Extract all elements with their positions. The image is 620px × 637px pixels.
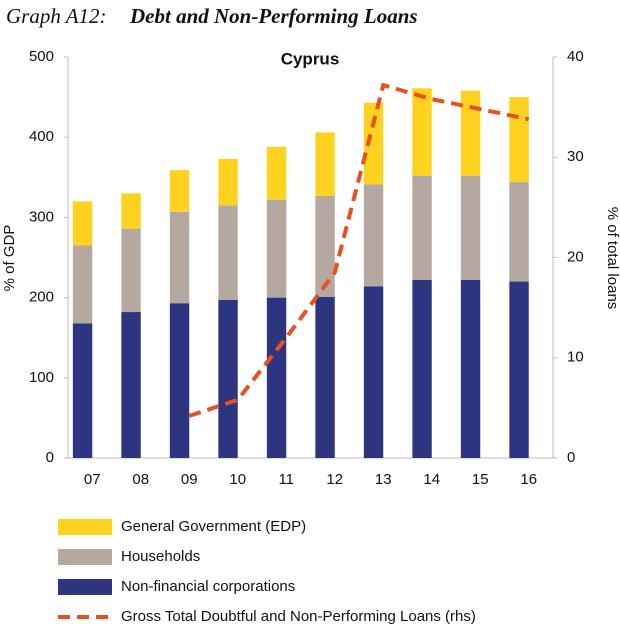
bar-segment (218, 205, 238, 301)
bar-segment (412, 279, 432, 458)
bar-segment (363, 102, 384, 185)
x-tick-label: 09 (181, 471, 198, 488)
chart-subtitle: Cyprus (281, 49, 340, 68)
x-tick-label: 13 (375, 471, 392, 488)
x-tick-label: 12 (326, 471, 343, 488)
bar-segment (315, 132, 335, 196)
x-tick-label: 15 (472, 471, 489, 488)
bar-segment (460, 175, 481, 280)
legend-label: Gross Total Doubtful and Non-Performing … (121, 608, 476, 625)
bar-segment (169, 303, 190, 458)
x-tick-label: 11 (278, 471, 294, 488)
x-tick-label: 16 (520, 471, 537, 488)
bar-segment (218, 300, 238, 458)
bar-segment (509, 182, 529, 282)
y-tick-label: 500 (29, 48, 54, 65)
y-axis-label: % of GDP (1, 225, 18, 292)
bar-segment (218, 158, 238, 206)
line-series (188, 82, 530, 418)
legend-swatch (58, 579, 112, 595)
bar-segment (169, 170, 190, 212)
bar-segment (121, 312, 141, 458)
y-tick-label: 100 (29, 369, 54, 386)
bar-segment (363, 286, 384, 458)
y-tick-label: 300 (29, 208, 54, 225)
y2-tick-label: 20 (567, 248, 584, 265)
y2-tick-label: 0 (567, 449, 575, 466)
y-tick-label: 400 (29, 128, 54, 145)
y2-tick-label: 30 (567, 148, 584, 165)
bar-segment (315, 296, 335, 458)
y2-tick-label: 10 (567, 349, 584, 366)
bar-segment (509, 281, 529, 458)
bar-segment (72, 201, 93, 246)
bar-segment (72, 323, 93, 458)
bar-segment (169, 211, 190, 304)
x-tick-label: 07 (84, 471, 101, 488)
legend-swatch (58, 549, 112, 565)
bar-segment (266, 199, 287, 298)
y2-axis-label: % of total loans (604, 207, 620, 310)
bar-segment (121, 193, 141, 229)
chart-title: Debt and Non-Performing Loans (129, 4, 418, 28)
legend-swatch (58, 519, 112, 535)
bar-segment (266, 146, 287, 200)
legend-label: Non-financial corporations (121, 578, 295, 595)
y2-tick-label: 40 (567, 48, 584, 65)
bar-segment (509, 97, 529, 183)
x-tick-label: 08 (132, 471, 149, 488)
bar-segment (412, 175, 432, 280)
bar-segment (266, 297, 287, 458)
y-tick-label: 200 (29, 289, 54, 306)
x-tick-label: 14 (423, 471, 440, 488)
x-tick-label: 10 (229, 471, 246, 488)
bar-segment (412, 88, 432, 176)
bar-segment (315, 195, 335, 297)
bar-segment (460, 279, 481, 458)
bar-segment (72, 245, 93, 324)
graph-label: Graph A12: (6, 4, 107, 28)
legend-label: General Government (EDP) (121, 518, 306, 535)
bar-segment (121, 228, 141, 313)
bar-segment (460, 90, 481, 176)
y-tick-label: 0 (46, 449, 54, 466)
legend-label: Households (121, 548, 200, 565)
bar-segment (363, 184, 384, 287)
